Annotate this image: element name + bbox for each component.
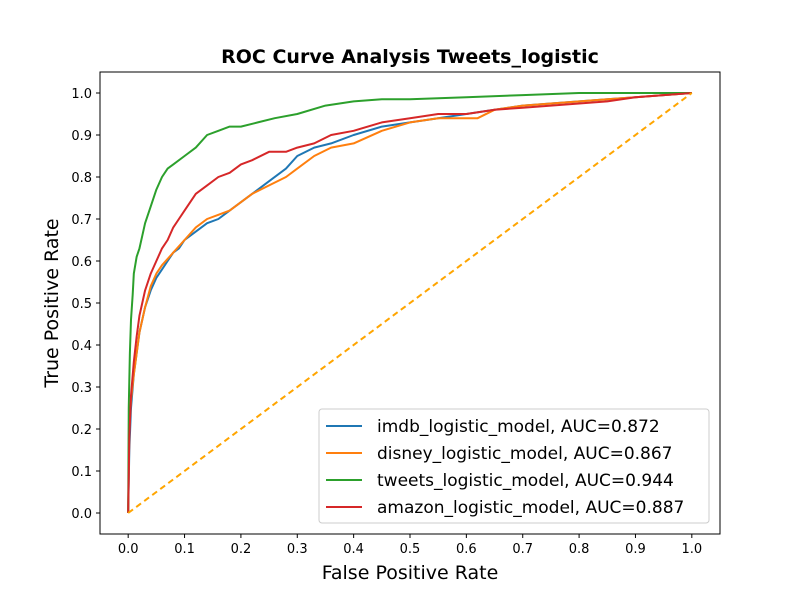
- y-tick-label: 0.2: [71, 423, 92, 438]
- plot-lines: [127, 92, 693, 514]
- x-tick-label: 0.5: [400, 542, 421, 557]
- series-line-disney_logistic_model: [127, 92, 692, 514]
- x-axis-ticks: 0.0 0.1 0.2 0.3 0.4 0.5 0.6 0.7 0.8 0.9 1.0: [118, 534, 702, 557]
- x-tick-label: 0.7: [512, 542, 533, 557]
- series-line-amazon_logistic_model: [127, 92, 692, 514]
- y-tick-label: 0.7: [71, 213, 92, 228]
- legend-label: amazon_logistic_model, AUC=0.887: [377, 498, 684, 518]
- y-axis-label: True Positive Rate: [41, 218, 63, 388]
- x-axis-label: False Positive Rate: [322, 562, 499, 584]
- y-tick-label: 1.0: [71, 87, 92, 102]
- y-tick-label: 0.5: [71, 297, 92, 312]
- y-tick-label: 0.9: [71, 129, 92, 144]
- y-tick-label: 0.4: [71, 339, 92, 354]
- legend-label: tweets_logistic_model, AUC=0.944: [377, 471, 674, 491]
- x-tick-label: 0.1: [174, 542, 195, 557]
- x-tick-label: 0.9: [625, 542, 646, 557]
- y-tick-label: 0.0: [71, 507, 92, 522]
- legend-label: imdb_logistic_model, AUC=0.872: [377, 417, 660, 437]
- legend-box: [318, 408, 710, 524]
- x-tick-label: 1.0: [681, 542, 702, 557]
- y-tick-label: 0.3: [71, 381, 92, 396]
- legend: imdb_logistic_model, AUC=0.872 disney_log…: [318, 408, 710, 524]
- y-tick-label: 0.8: [71, 171, 92, 186]
- x-tick-label: 0.0: [118, 542, 139, 557]
- y-tick-label: 0.6: [71, 255, 92, 270]
- x-tick-label: 0.6: [456, 542, 477, 557]
- chart-title: ROC Curve Analysis Tweets_logistic: [221, 46, 599, 68]
- legend-label: disney_logistic_model, AUC=0.867: [377, 444, 673, 464]
- reference-diagonal-line: [127, 92, 693, 514]
- y-axis-ticks: 0.0 0.1 0.2 0.3 0.4 0.5 0.6 0.7 0.8 0.9 1.0: [71, 87, 100, 522]
- x-tick-label: 0.4: [343, 542, 364, 557]
- y-tick-label: 0.1: [71, 465, 92, 480]
- x-tick-label: 0.8: [569, 542, 590, 557]
- series-line-tweets_logistic_model: [127, 92, 692, 514]
- x-tick-label: 0.3: [287, 542, 308, 557]
- x-tick-label: 0.2: [231, 542, 252, 557]
